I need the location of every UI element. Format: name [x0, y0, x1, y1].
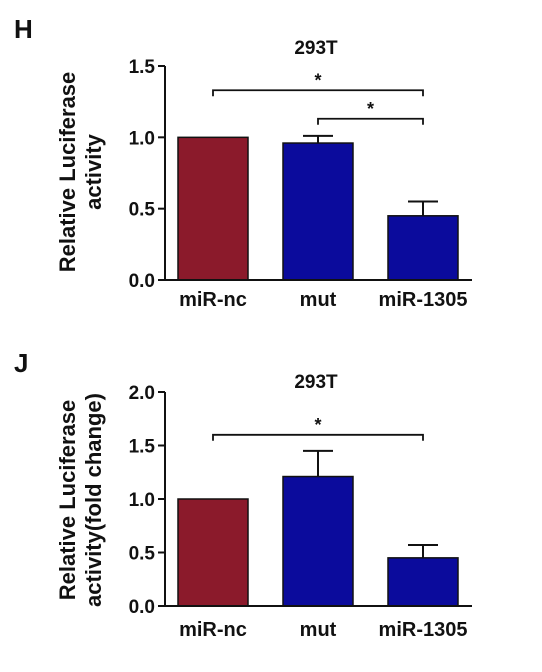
bar-miR-nc [177, 498, 249, 607]
chart-title: 293T [294, 372, 338, 393]
significance-label: * [314, 70, 321, 90]
bar-mut [282, 142, 354, 281]
panel-j: J 293T Relative Luciferase activity(fold… [14, 348, 472, 641]
significance-bracket [212, 433, 424, 441]
y-tick-label: 1.0 [129, 128, 155, 149]
y-axis-label-line-2: activity [81, 133, 106, 210]
y-tick-label: 0.0 [129, 271, 155, 292]
y-tick-label: 1.0 [129, 490, 155, 511]
y-tick-label: 0.0 [129, 597, 155, 618]
y-tick-label: 2.0 [129, 383, 155, 404]
x-tick-label: miR-nc [179, 619, 247, 641]
x-tick-label: miR-nc [179, 289, 247, 311]
significance-bracket [317, 117, 424, 125]
y-tick-label: 1.5 [129, 437, 156, 458]
bar-miR-nc [177, 136, 249, 281]
y-tick-label: 1.5 [129, 57, 156, 78]
chart-title: 293T [294, 38, 338, 59]
x-tick-label: mut [300, 619, 337, 641]
plot-area: miR-nc mut miR-1305 0.0 0.5 1.0 1.5 2.0 * [129, 383, 472, 641]
significance-label: * [367, 99, 374, 119]
x-tick-label: mut [300, 289, 337, 311]
y-tick-label: 0.5 [129, 200, 156, 221]
plot-area: miR-nc mut miR-1305 0.0 0.5 1.0 1.5 * * [129, 57, 472, 311]
bar-miR-1305 [387, 215, 459, 281]
y-tick-label: 0.5 [129, 544, 156, 565]
y-axis-label-line-2: activity(fold change) [81, 393, 106, 607]
y-axis-label-line-1: Relative Luciferase [55, 72, 80, 273]
bar-mut [282, 475, 354, 607]
significance-label: * [314, 415, 321, 435]
x-tick-label: miR-1305 [379, 289, 468, 311]
significance-bracket [212, 89, 424, 97]
x-tick-label: miR-1305 [379, 619, 468, 641]
y-axis-label-line-1: Relative Luciferase [55, 400, 80, 601]
panel-h: H 293T Relative Luciferase activity miR-… [14, 14, 472, 311]
bar-miR-1305 [387, 557, 459, 607]
panel-letter: J [14, 348, 28, 378]
panel-letter: H [14, 14, 33, 44]
